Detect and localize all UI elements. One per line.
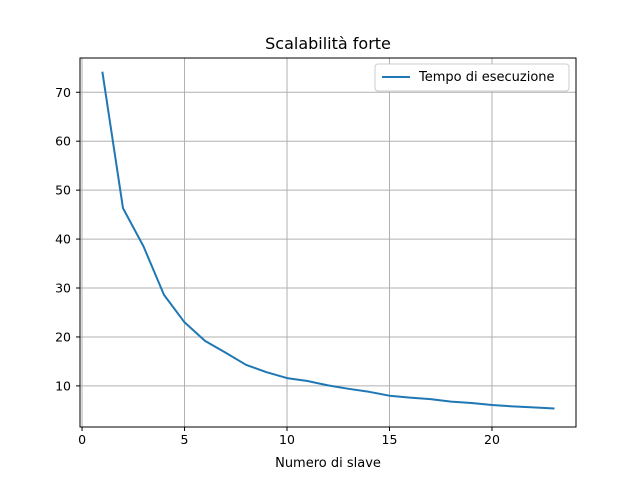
y-tick-label: 10 [55, 378, 71, 393]
x-tick-label: 15 [382, 432, 398, 447]
x-tick-label: 0 [78, 432, 86, 447]
ticks: 0 5 10 15 20 10 20 30 40 50 60 70 [55, 85, 500, 447]
legend-box [374, 63, 570, 92]
series-line [101, 71, 555, 410]
y-tick-label: 70 [55, 85, 71, 100]
x-tick-label: 10 [279, 432, 295, 447]
y-tick-label: 30 [55, 281, 71, 296]
chart-title: Scalabilità forte [265, 34, 391, 53]
x-tick-label: 20 [484, 432, 500, 447]
plot-area [80, 58, 576, 427]
y-tick-label: 60 [55, 134, 71, 149]
x-tick-label: 5 [181, 432, 189, 447]
x-axis-label: Numero di slave [275, 456, 381, 471]
legend-label: Tempo di esecuzione [418, 70, 555, 85]
legend: Tempo di esecuzione [374, 63, 570, 92]
series-layer [101, 71, 555, 410]
plot-frame [79, 57, 577, 428]
y-tick-label: 50 [55, 183, 71, 198]
y-tick-label: 40 [55, 232, 71, 247]
y-tick-label: 20 [55, 329, 71, 344]
